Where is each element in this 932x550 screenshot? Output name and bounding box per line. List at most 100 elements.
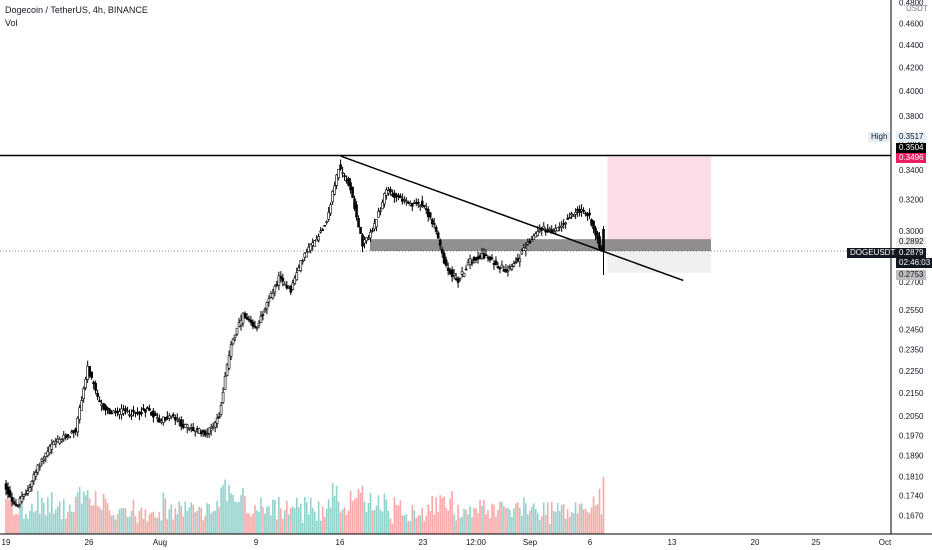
- support-zone: [370, 239, 712, 252]
- candle-body: [263, 309, 267, 312]
- candle-body: [24, 493, 28, 495]
- volume-bar: [483, 499, 485, 534]
- candle-body: [301, 260, 305, 262]
- volume-bar: [572, 513, 575, 534]
- volume-bar: [5, 498, 7, 534]
- candle-body: [418, 205, 422, 207]
- volume-bar: [174, 508, 177, 534]
- candle-body: [333, 185, 336, 195]
- candle-body: [484, 254, 488, 257]
- candle-body: [592, 220, 595, 230]
- volume-bar: [465, 509, 467, 534]
- volume-bar: [598, 488, 601, 534]
- trendline[interactable]: [340, 155, 684, 282]
- candle-body: [122, 409, 125, 414]
- candle-body: [193, 430, 197, 433]
- volume-bar: [132, 499, 135, 534]
- price-axis[interactable]: 0.4800 0.4600 0.4400 0.4200 0.4000 0.3800 0.36…: [899, 0, 924, 521]
- volume-bar: [399, 500, 402, 534]
- candle-body: [227, 355, 231, 369]
- candle-body: [335, 174, 338, 186]
- volume-bar: [479, 499, 481, 534]
- volume-bar: [405, 514, 408, 534]
- candle-body: [462, 272, 466, 277]
- volume-bar: [280, 508, 282, 534]
- candle-body: [371, 230, 374, 232]
- candle-body: [90, 371, 93, 378]
- volume-bar: [190, 502, 193, 534]
- candle-body: [172, 414, 175, 416]
- candle-body: [353, 198, 356, 209]
- candle-body: [520, 250, 524, 255]
- time-tick-label: 26: [85, 538, 94, 547]
- candle-body: [223, 376, 227, 390]
- volume-bar: [108, 510, 111, 534]
- volume-bar: [232, 494, 234, 534]
- price-tick-label: 0.3200: [899, 196, 924, 205]
- volume-bar: [445, 507, 447, 534]
- candle-body: [349, 182, 352, 191]
- volume-label: Vol: [5, 18, 18, 28]
- volume-bar: [439, 494, 441, 534]
- candle-body: [305, 251, 309, 258]
- volume-bar: [58, 501, 61, 534]
- volume-bar: [202, 520, 204, 534]
- volume-bar: [270, 515, 272, 534]
- volume-bar: [170, 504, 173, 534]
- symbol-tag: DOGEUSDT: [847, 248, 899, 258]
- volume-bar: [477, 513, 479, 534]
- candle-body: [38, 465, 42, 468]
- drawings-layer[interactable]: [0, 154, 891, 282]
- candle-body: [231, 338, 235, 345]
- volume-bar: [511, 516, 513, 534]
- volume-bar: [15, 513, 17, 534]
- volume-bar: [590, 507, 593, 534]
- volume-bar: [443, 496, 445, 534]
- candle-body: [225, 364, 229, 376]
- candle-body: [594, 227, 597, 236]
- price-tick-label: 0.2550: [899, 306, 924, 315]
- candle-body: [257, 322, 261, 326]
- volume-bar: [594, 505, 597, 534]
- volume-bar: [339, 512, 342, 534]
- candle-body: [124, 408, 127, 411]
- candle-body: [106, 407, 109, 410]
- volume-bar: [576, 513, 579, 534]
- volume-bar: [238, 501, 240, 534]
- time-tick-label: 16: [336, 538, 345, 547]
- candle-body: [12, 501, 16, 504]
- entry-price-badge: 0.2892: [896, 237, 927, 247]
- price-tick-label: 0.2450: [899, 325, 924, 334]
- volume-bar: [188, 507, 191, 534]
- time-axis[interactable]: 19 26 Aug 9 16 23 12:00 Sep 6 13 20 25 Oct: [2, 538, 892, 547]
- volume-bar: [299, 503, 302, 534]
- volume-bar: [220, 487, 222, 534]
- candle-body: [357, 218, 360, 228]
- volume-bar: [164, 498, 167, 534]
- volume-bar: [497, 509, 499, 534]
- volume-bar: [515, 503, 517, 534]
- candle-body: [512, 263, 516, 267]
- price-tick-label: 0.4000: [899, 87, 924, 96]
- volume-bar: [150, 512, 153, 534]
- volume-bar: [182, 516, 185, 534]
- candle-body: [564, 222, 567, 225]
- volume-bar: [178, 501, 181, 534]
- volume-bar: [409, 521, 412, 534]
- volume-bar: [23, 518, 25, 534]
- volume-bar: [297, 507, 300, 534]
- volume-bar: [457, 504, 459, 534]
- price-tick-label: 0.3800: [899, 112, 924, 121]
- time-tick-label: 25: [812, 538, 821, 547]
- volume-bar: [331, 483, 334, 534]
- candle-body: [420, 200, 424, 206]
- candle-body: [14, 503, 18, 506]
- price-tick-label: 0.3600: [899, 138, 924, 147]
- volume-bar: [383, 493, 386, 534]
- volume-bar: [262, 506, 264, 534]
- volume-bar: [582, 509, 585, 534]
- candle-body: [259, 316, 263, 323]
- candle-body: [201, 429, 205, 433]
- volume-bar: [455, 520, 457, 534]
